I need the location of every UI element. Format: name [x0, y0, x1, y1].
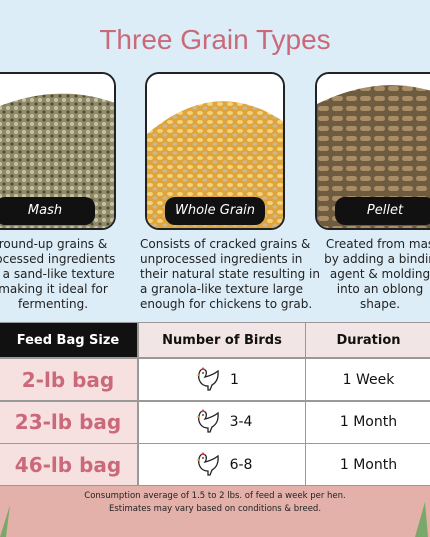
description-line: by adding a bindin: [324, 252, 430, 266]
bird-count: 6-8: [229, 456, 253, 473]
description-line: unprocessed ingredients in: [140, 252, 303, 266]
description: Created from mas by adding a bindin agent …: [320, 237, 430, 312]
description-line: round-up grains &: [0, 237, 108, 251]
bird-count: 1: [230, 371, 239, 388]
grass: [0, 502, 428, 537]
bottom-band: [0, 485, 430, 537]
label: Whole Grain: [165, 197, 265, 225]
description-line: Created from mas: [325, 237, 430, 251]
mash-image: [0, 72, 116, 230]
header-cell: Number of Birds: [138, 322, 306, 358]
bag-size: 46-lb bag: [0, 443, 138, 486]
label: Pellet: [335, 197, 430, 225]
description-line: enough for chickens to grab.: [140, 297, 313, 311]
description-line: rocessed ingredients: [0, 252, 116, 266]
description-line: a granola-like texture large: [140, 282, 303, 296]
description-line: n a sand-like texture: [0, 267, 115, 281]
footnote: Consumption average of 1.5 to 2 lbs. of …: [0, 490, 430, 516]
bag-size: 23-lb bag: [0, 400, 138, 444]
duration: 1 Month: [305, 443, 430, 486]
bag-size: 2-lb bag: [0, 358, 138, 401]
description-line: into an oblong: [336, 282, 424, 296]
bird-count-cell: 1: [138, 358, 306, 401]
description-line: making it ideal for: [0, 282, 108, 296]
header-cell: Duration: [305, 322, 430, 358]
description-line: shape.: [359, 297, 401, 311]
description: Consists of cracked grains & unprocessed …: [140, 237, 320, 312]
hen-icon: [195, 409, 219, 433]
description-line: Consists of cracked grains &: [140, 237, 311, 251]
duration: 1 Month: [305, 400, 430, 444]
description-line: fermenting.: [17, 297, 89, 311]
header-cell: Feed Bag Size: [0, 322, 138, 358]
description-line: agent & molding: [329, 267, 430, 281]
hen-icon: [196, 366, 219, 391]
bird-count: 3-4: [229, 414, 253, 430]
description-line: their natural state resulting in: [140, 267, 320, 281]
title: Three Grain Types: [99, 24, 331, 55]
footnote-line: Consumption average of 1.5 to 2 lbs. of …: [84, 491, 346, 501]
hen-icon: [195, 451, 219, 476]
bird-count-cell: 6-8: [138, 443, 306, 486]
duration: 1 Week: [305, 358, 430, 401]
label: Mash: [0, 197, 95, 225]
footnote-line: Estimates may vary based on conditions &…: [108, 504, 322, 514]
bird-count-cell: 3-4: [138, 400, 306, 444]
description: round-up grains & rocessed ingredients n a…: [0, 237, 118, 312]
